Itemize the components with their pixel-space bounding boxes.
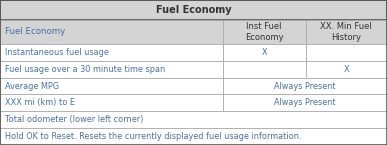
Text: Total odometer (lower left corner): Total odometer (lower left corner) [5, 115, 143, 124]
Bar [0, 20, 223, 44]
Text: Average MPG: Average MPG [5, 81, 59, 90]
Bar [0, 95, 223, 111]
Bar [223, 44, 306, 61]
Bar [0, 44, 223, 61]
Text: X: X [261, 48, 267, 57]
Bar [306, 61, 387, 78]
Bar [0, 128, 387, 145]
Bar [223, 95, 387, 111]
Bar [223, 78, 387, 95]
Bar [0, 111, 387, 128]
Text: Hold OK to Reset. Resets the currently displayed fuel usage information.: Hold OK to Reset. Resets the currently d… [5, 132, 301, 141]
Bar [223, 61, 306, 78]
Text: XX. Min Fuel
History: XX. Min Fuel History [320, 22, 372, 42]
Text: Fuel Economy: Fuel Economy [5, 27, 65, 36]
Text: Fuel usage over a 30 minute time span: Fuel usage over a 30 minute time span [5, 65, 165, 74]
Bar [0, 0, 387, 20]
Text: Always Present: Always Present [274, 98, 336, 107]
Bar [306, 44, 387, 61]
Bar [0, 78, 223, 95]
Bar [223, 20, 306, 44]
Bar [306, 20, 387, 44]
Text: Instantaneous fuel usage: Instantaneous fuel usage [5, 48, 109, 57]
Text: Fuel Economy: Fuel Economy [156, 5, 231, 15]
Text: Always Present: Always Present [274, 81, 336, 90]
Text: XXX mi (km) to E: XXX mi (km) to E [5, 98, 75, 107]
Text: Inst Fuel
Economy: Inst Fuel Economy [245, 22, 283, 42]
Bar [0, 61, 223, 78]
Text: X: X [344, 65, 349, 74]
